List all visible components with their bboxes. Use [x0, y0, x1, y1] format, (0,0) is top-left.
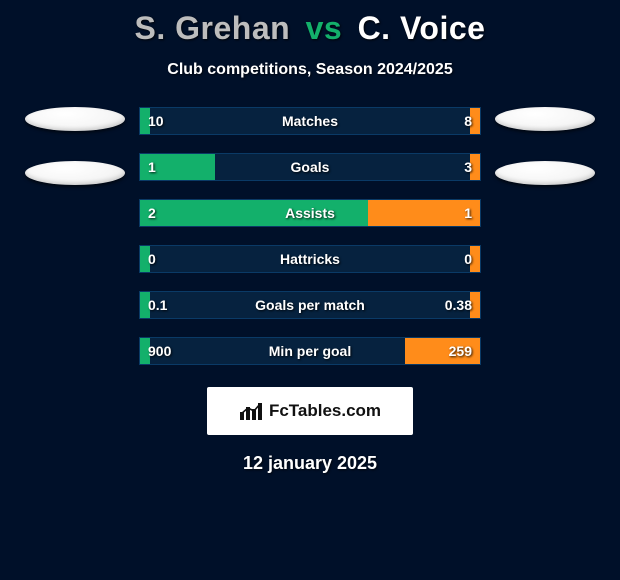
stat-row: 10 8 Matches [139, 107, 481, 135]
player2-name: C. Voice [358, 10, 486, 46]
stat-value-left: 900 [148, 343, 171, 359]
stat-value-right: 8 [464, 113, 472, 129]
stat-row: 2 1 Assists [139, 199, 481, 227]
club-column-right [491, 107, 599, 185]
stat-value-right: 3 [464, 159, 472, 175]
stat-value-right: 259 [449, 343, 472, 359]
stat-value-left: 1 [148, 159, 156, 175]
player1-name: S. Grehan [135, 10, 291, 46]
stat-label: Goals [291, 159, 330, 175]
club-logo-right [495, 161, 595, 185]
club-logo-right [495, 107, 595, 131]
stat-bars-column: 10 8 Matches 1 3 Goals 2 1 Assists 0 0 Hattricks 0.1… [139, 107, 481, 365]
stat-value-right: 0 [464, 251, 472, 267]
stat-value-left: 0 [148, 251, 156, 267]
vs-text: vs [306, 10, 343, 46]
stat-value-left: 10 [148, 113, 164, 129]
club-logo-left [25, 161, 125, 185]
stat-row: 0.1 0.38 Goals per match [139, 291, 481, 319]
stat-value-right: 0.38 [445, 297, 472, 313]
brand-box: FcTables.com [207, 387, 413, 435]
brand-name: FcTables.com [269, 401, 381, 421]
stat-value-left: 2 [148, 205, 156, 221]
stat-label: Hattricks [280, 251, 340, 267]
club-logo-left [25, 107, 125, 131]
stat-value-left: 0.1 [148, 297, 167, 313]
date-text: 12 january 2025 [0, 453, 620, 474]
bar-right [368, 200, 480, 226]
stat-label: Min per goal [269, 343, 351, 359]
stat-value-right: 1 [464, 205, 472, 221]
subtitle: Club competitions, Season 2024/2025 [0, 61, 620, 79]
stat-label: Goals per match [255, 297, 365, 313]
stat-label: Matches [282, 113, 338, 129]
stat-row: 900 259 Min per goal [139, 337, 481, 365]
comparison-title: S. Grehan vs C. Voice [0, 0, 620, 47]
stat-row: 0 0 Hattricks [139, 245, 481, 273]
stat-label: Assists [285, 205, 335, 221]
chart-area: 10 8 Matches 1 3 Goals 2 1 Assists 0 0 Hattricks 0.1… [0, 107, 620, 365]
brand-bars-icon [239, 401, 263, 421]
stat-row: 1 3 Goals [139, 153, 481, 181]
club-column-left [21, 107, 129, 185]
